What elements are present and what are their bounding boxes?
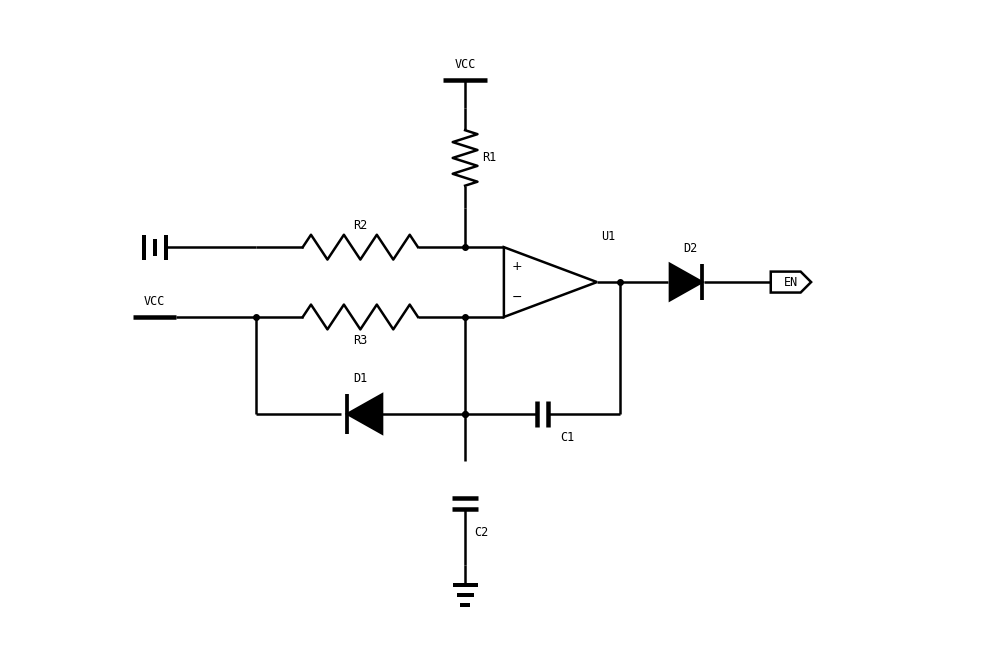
Text: U1: U1 <box>601 230 615 243</box>
Text: −: − <box>512 291 522 305</box>
Text: C2: C2 <box>474 527 489 539</box>
Text: C1: C1 <box>560 431 575 444</box>
Text: R3: R3 <box>353 334 367 347</box>
Text: EN: EN <box>784 275 798 289</box>
Polygon shape <box>347 394 382 434</box>
Polygon shape <box>670 264 702 300</box>
Text: VCC: VCC <box>454 58 476 71</box>
Text: R1: R1 <box>482 152 496 164</box>
Text: +: + <box>512 260 522 273</box>
Text: D1: D1 <box>353 372 367 385</box>
Text: D2: D2 <box>683 241 697 255</box>
Text: R2: R2 <box>353 219 367 231</box>
Text: VCC: VCC <box>144 295 165 308</box>
